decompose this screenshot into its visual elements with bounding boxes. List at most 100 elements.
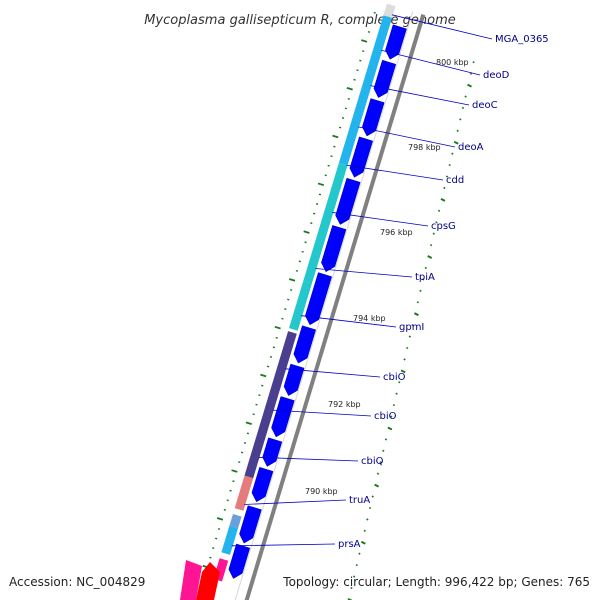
tick-mark — [261, 384, 264, 387]
tick-dot — [459, 118, 462, 121]
cog-segment — [234, 475, 254, 511]
cog-segment — [244, 331, 297, 479]
scale-label: 796 kbp — [380, 228, 413, 237]
gene-leader-line — [285, 368, 381, 378]
tick-mark — [353, 78, 356, 81]
cog-segment — [221, 525, 238, 555]
tick-dot — [374, 483, 380, 488]
tick-mark — [315, 203, 319, 205]
tick-mark — [231, 469, 238, 473]
tick-mark — [313, 212, 316, 215]
tick-dots — [202, 11, 475, 600]
gene-leader-line — [315, 268, 413, 278]
tick-mark — [303, 230, 310, 234]
cds-arrow — [283, 363, 305, 396]
scale-label: 794 kbp — [353, 314, 386, 323]
cds-arrow — [262, 437, 283, 467]
tick-dot — [469, 72, 473, 75]
tick-dot — [472, 61, 475, 64]
tick-dot — [421, 278, 425, 281]
cog-segment — [289, 280, 312, 331]
tick-mark — [232, 480, 235, 483]
scale-label: 790 kbp — [305, 487, 338, 496]
scale-label: 798 kbp — [408, 143, 441, 152]
tick-mark — [288, 278, 296, 282]
gene-leader-line — [370, 85, 470, 106]
tick-mark — [304, 241, 307, 244]
tick-dot — [453, 140, 459, 145]
tick-mark — [229, 489, 232, 492]
tick-mark — [370, 21, 374, 24]
gene-leader-line — [244, 499, 347, 505]
gene-label-lines — [231, 14, 493, 547]
tick-dot — [448, 163, 451, 167]
tick-mark — [269, 355, 273, 358]
tick-dot — [443, 186, 446, 190]
gene-label-cbiO: cbiO — [374, 411, 397, 422]
cds-arrow — [321, 225, 347, 273]
tick-mark — [226, 499, 229, 502]
tick-mark — [317, 182, 325, 187]
backbone-track — [234, 11, 426, 600]
tick-mark — [330, 155, 333, 158]
tick-dot — [352, 575, 356, 578]
tick-mark — [252, 413, 255, 416]
gene-label-deoD: deoD — [483, 70, 510, 81]
tick-mark — [287, 298, 290, 301]
tick-mark — [318, 193, 322, 196]
tick-mark — [344, 107, 348, 110]
tick-dot — [368, 506, 372, 510]
tick-dot — [384, 438, 388, 441]
tick-dot — [371, 495, 374, 498]
tick-dot — [424, 266, 427, 270]
gene-leader-line — [381, 49, 481, 76]
tick-dot — [360, 540, 366, 545]
gene-leader-line — [231, 543, 336, 547]
cog-segment-left-red — [196, 562, 220, 600]
gene-label-cdd: cdd — [446, 175, 464, 186]
tick-dot — [403, 358, 406, 361]
tick-mark — [356, 69, 359, 72]
backbone-line — [244, 14, 426, 600]
tick-dot — [408, 335, 412, 338]
scale-labels: 800 kbp 798 kbp 796 kbp 794 kbp 792 kbp 790 k… — [305, 58, 469, 496]
tick-dot — [456, 129, 459, 132]
tick-mark — [341, 117, 345, 119]
tick-dot — [392, 403, 396, 407]
gene-label-truA: truA — [349, 495, 370, 506]
tick-mark — [347, 97, 350, 100]
cds-arrow — [271, 396, 295, 438]
tick-mark — [324, 174, 327, 177]
gene-label-cbiO: cbiO — [383, 372, 406, 383]
cog-segment — [229, 514, 242, 529]
tick-mark — [209, 556, 212, 559]
cds-arrow — [349, 136, 374, 178]
gene-label-deoC: deoC — [472, 100, 498, 111]
cog-segment — [383, 3, 396, 18]
cds-arrow — [305, 272, 333, 326]
tick-dot — [366, 518, 369, 521]
cog-track — [180, 3, 396, 600]
gene-label-MGA_0365: MGA_0365 — [495, 34, 549, 45]
tick-mark — [338, 126, 342, 129]
gene-label-cbiQ: cbiQ — [361, 456, 384, 467]
tick-dot — [390, 415, 393, 418]
tick-mark — [260, 373, 267, 378]
cog-segment — [338, 15, 392, 166]
tick-mark — [240, 451, 244, 454]
tick-dot — [416, 301, 420, 304]
cds-arrow — [239, 505, 262, 544]
tick-mark — [217, 528, 221, 530]
tick-dot — [451, 152, 454, 155]
gene-leader-line — [258, 456, 359, 462]
tick-dot — [461, 106, 465, 110]
cds-arrow — [251, 466, 274, 503]
gene-leader-line — [391, 14, 493, 40]
tick-dot — [411, 323, 414, 327]
gene-label-tpiA: tpiA — [415, 272, 435, 283]
tick-mark — [243, 441, 247, 444]
scale-label: 800 kbp — [436, 58, 469, 67]
map-title: Mycoplasma gallisepticum R, complete gen… — [144, 13, 456, 28]
tick-dot — [395, 392, 398, 395]
